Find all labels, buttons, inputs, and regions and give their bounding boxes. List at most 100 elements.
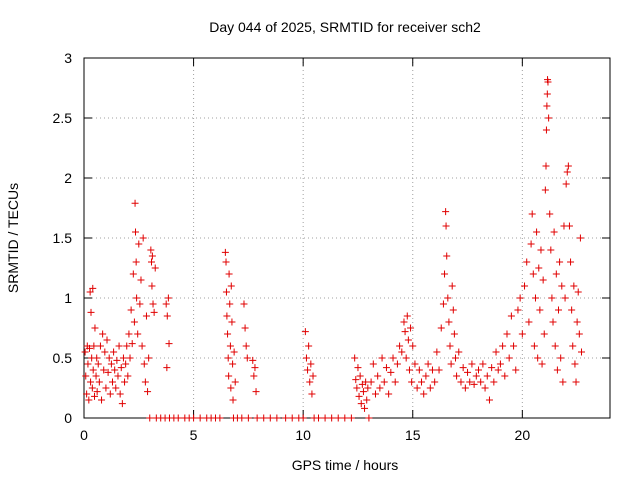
data-point xyxy=(149,300,157,308)
data-point xyxy=(361,404,369,412)
data-point xyxy=(558,282,566,290)
data-point xyxy=(113,356,121,364)
data-point xyxy=(244,414,252,422)
data-point xyxy=(225,372,233,380)
data-point xyxy=(354,364,362,372)
data-point xyxy=(341,414,349,422)
data-point xyxy=(196,414,204,422)
data-point xyxy=(144,388,152,396)
data-point xyxy=(241,324,249,332)
data-point xyxy=(408,378,416,386)
data-point xyxy=(376,384,384,392)
data-point xyxy=(351,354,359,362)
data-point xyxy=(224,354,232,362)
y-tick-label: 1.5 xyxy=(53,230,73,246)
data-point xyxy=(389,354,397,362)
data-point xyxy=(510,342,518,350)
data-point xyxy=(445,318,453,326)
data-point xyxy=(403,312,411,320)
data-point xyxy=(355,392,363,400)
data-point xyxy=(396,342,404,350)
data-point xyxy=(449,306,457,314)
data-point xyxy=(229,396,237,404)
data-point xyxy=(507,312,515,320)
data-point xyxy=(496,360,504,368)
data-point xyxy=(164,294,172,302)
data-point xyxy=(127,306,135,314)
data-point xyxy=(225,270,233,278)
data-point xyxy=(307,360,315,368)
data-point xyxy=(117,364,125,372)
data-point xyxy=(405,366,413,374)
data-point xyxy=(133,294,141,302)
data-point xyxy=(357,400,365,408)
data-point xyxy=(226,300,234,308)
data-point xyxy=(464,368,472,376)
y-tick-label: 1 xyxy=(64,290,72,306)
data-point xyxy=(110,348,118,356)
data-point xyxy=(483,372,491,380)
data-point xyxy=(382,364,390,372)
data-point xyxy=(505,354,513,362)
data-point xyxy=(422,372,430,380)
data-point xyxy=(442,208,450,216)
data-point xyxy=(453,372,461,380)
data-point xyxy=(174,414,182,422)
data-point xyxy=(84,360,92,368)
data-point xyxy=(451,354,459,362)
data-point xyxy=(538,360,546,368)
data-point xyxy=(407,324,415,332)
data-point xyxy=(132,228,140,236)
data-point xyxy=(85,396,93,404)
data-point xyxy=(475,366,482,374)
data-point xyxy=(546,210,554,218)
data-point xyxy=(87,378,95,386)
data-point xyxy=(548,294,556,302)
y-tick-label: 3 xyxy=(64,50,72,66)
data-point xyxy=(223,312,231,320)
data-point xyxy=(243,354,251,362)
data-point xyxy=(553,366,561,374)
data-point xyxy=(251,364,259,372)
data-point xyxy=(411,360,419,368)
y-tick-label: 0 xyxy=(64,410,72,426)
data-point xyxy=(135,240,143,248)
data-point xyxy=(148,252,156,260)
data-point xyxy=(308,390,316,398)
data-point xyxy=(132,258,140,266)
data-point xyxy=(413,384,421,392)
data-point xyxy=(404,336,412,344)
data-point xyxy=(565,222,573,230)
data-point xyxy=(116,390,124,398)
data-point xyxy=(91,392,99,400)
data-point xyxy=(564,162,572,170)
data-point xyxy=(148,282,156,290)
data-point xyxy=(352,376,360,384)
data-point xyxy=(163,364,171,372)
data-point xyxy=(130,318,138,326)
data-point xyxy=(107,360,115,368)
data-point xyxy=(531,294,539,302)
data-point xyxy=(304,366,312,374)
data-point xyxy=(99,330,107,338)
data-point xyxy=(146,414,154,422)
data-point xyxy=(391,378,399,386)
data-point xyxy=(435,366,443,374)
data-point xyxy=(557,354,565,362)
data-point xyxy=(554,306,562,314)
data-point xyxy=(92,372,100,380)
data-point xyxy=(142,312,150,320)
data-point xyxy=(544,78,552,86)
data-point xyxy=(252,388,260,396)
data-point xyxy=(441,270,449,278)
data-point xyxy=(570,282,578,290)
data-point xyxy=(260,414,268,422)
data-point xyxy=(447,360,455,368)
y-tick-label: 2.5 xyxy=(53,110,73,126)
data-point xyxy=(137,276,145,284)
data-point xyxy=(479,360,487,368)
data-point xyxy=(119,354,127,362)
y-axis-label: SRMTID / TECUs xyxy=(5,183,21,293)
data-point xyxy=(105,354,113,362)
